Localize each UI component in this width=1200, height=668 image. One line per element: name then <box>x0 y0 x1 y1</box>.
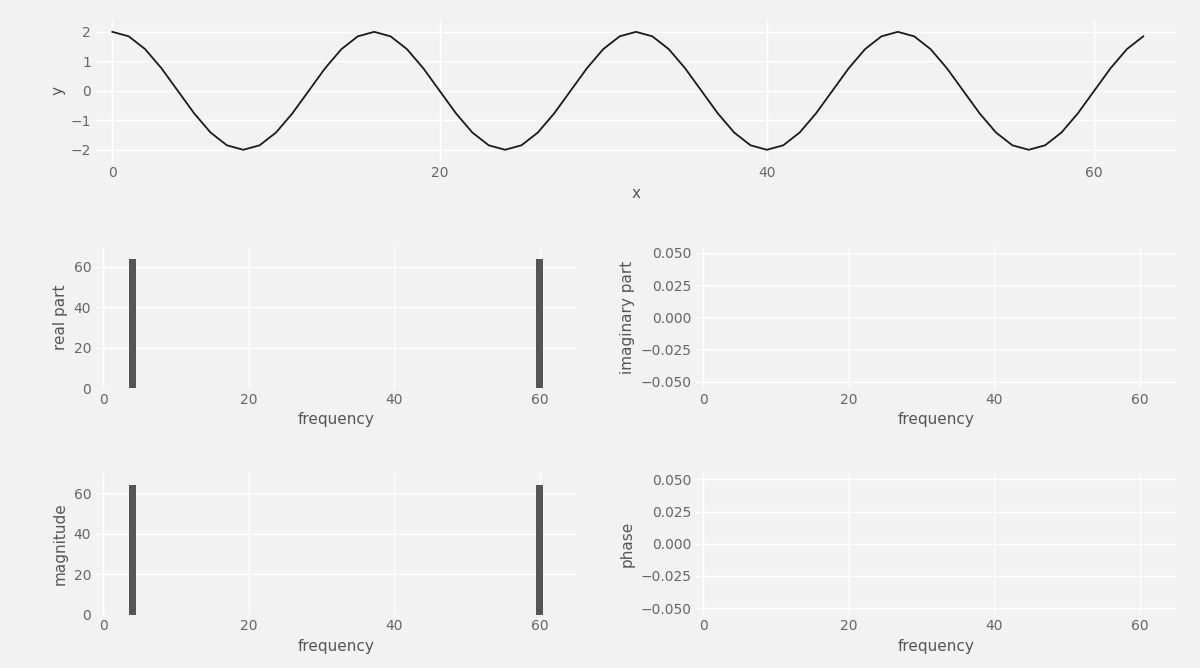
X-axis label: frequency: frequency <box>898 413 974 428</box>
X-axis label: frequency: frequency <box>898 639 974 654</box>
X-axis label: x: x <box>631 186 641 201</box>
Y-axis label: real part: real part <box>53 285 68 350</box>
X-axis label: frequency: frequency <box>298 413 374 428</box>
Bar <box>536 485 544 615</box>
Bar <box>536 259 544 388</box>
X-axis label: frequency: frequency <box>298 639 374 654</box>
Y-axis label: magnitude: magnitude <box>53 502 68 585</box>
Y-axis label: y: y <box>50 86 65 96</box>
Bar <box>128 259 136 388</box>
Y-axis label: phase: phase <box>619 520 635 567</box>
Y-axis label: imaginary part: imaginary part <box>619 261 635 374</box>
Bar <box>128 485 136 615</box>
